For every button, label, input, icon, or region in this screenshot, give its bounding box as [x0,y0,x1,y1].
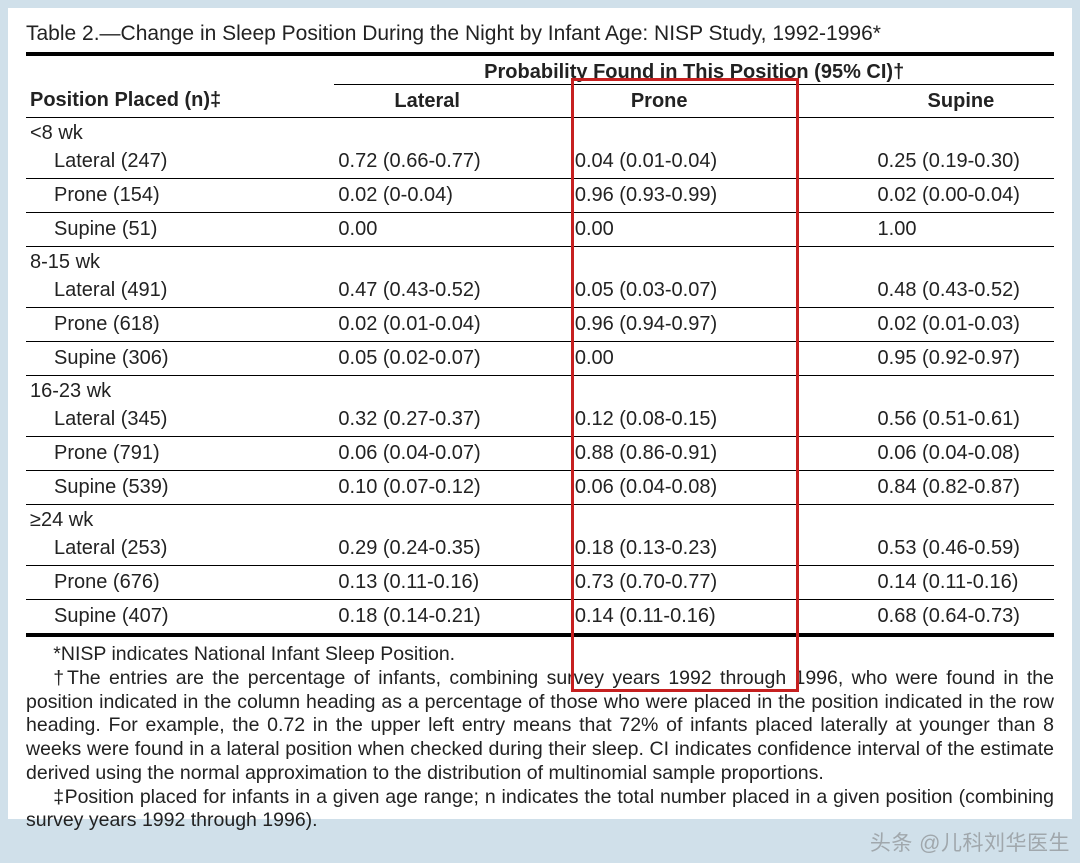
row-label: Prone (676) [26,566,334,600]
cell-lateral: 0.02 (0.01-0.04) [334,308,570,342]
group-label: ≥24 wk [26,505,1054,533]
cell-supine: 0.48 (0.43-0.52) [818,274,1054,308]
row-label: Prone (618) [26,308,334,342]
cell-lateral: 0.29 (0.24-0.35) [334,532,570,566]
col-head-prone: Prone [571,85,818,118]
cell-supine: 0.14 (0.11-0.16) [818,566,1054,600]
cell-supine: 0.84 (0.82-0.87) [818,471,1054,505]
cell-lateral: 0.10 (0.07-0.12) [334,471,570,505]
row-label: Lateral (491) [26,274,334,308]
cell-lateral: 0.02 (0-0.04) [334,179,570,213]
group-label: 16-23 wk [26,376,1054,404]
cell-lateral: 0.72 (0.66-0.77) [334,145,570,179]
footnotes: *NISP indicates National Infant Sleep Po… [26,643,1054,833]
cell-prone: 0.04 (0.01-0.04) [571,145,818,179]
row-label: Lateral (247) [26,145,334,179]
row-label: Prone (154) [26,179,334,213]
cell-lateral: 0.47 (0.43-0.52) [334,274,570,308]
header-blank [26,56,334,84]
row-label: Supine (407) [26,600,334,634]
row-label: Prone (791) [26,437,334,471]
header-span: Probability Found in This Position (95% … [334,56,1054,84]
cell-supine: 0.02 (0.01-0.03) [818,308,1054,342]
cell-prone: 0.18 (0.13-0.23) [571,532,818,566]
cell-prone: 0.00 [571,213,818,247]
cell-lateral: 0.32 (0.27-0.37) [334,403,570,437]
group-label: 8-15 wk [26,247,1054,275]
cell-prone: 0.96 (0.93-0.99) [571,179,818,213]
cell-supine: 0.02 (0.00-0.04) [818,179,1054,213]
table-title: Table 2.—Change in Sleep Position During… [26,22,1054,46]
footnote-line: *NISP indicates National Infant Sleep Po… [26,643,1054,667]
cell-prone: 0.06 (0.04-0.08) [571,471,818,505]
group-label: <8 wk [26,118,1054,146]
row-label: Lateral (253) [26,532,334,566]
cell-supine: 0.68 (0.64-0.73) [818,600,1054,634]
table-body: <8 wkLateral (247)0.72 (0.66-0.77)0.04 (… [26,118,1054,634]
cell-prone: 0.12 (0.08-0.15) [571,403,818,437]
footnote-line: †The entries are the percentage of infan… [26,667,1054,786]
cell-prone: 0.73 (0.70-0.77) [571,566,818,600]
cell-prone: 0.14 (0.11-0.16) [571,600,818,634]
watermark: 头条 @儿科刘华医生 [870,827,1070,857]
col-head-supine: Supine [818,85,1054,118]
cell-prone: 0.05 (0.03-0.07) [571,274,818,308]
cell-lateral: 0.06 (0.04-0.07) [334,437,570,471]
col-head-lateral: Lateral [334,85,570,118]
cell-supine: 0.53 (0.46-0.59) [818,532,1054,566]
cell-supine: 0.06 (0.04-0.08) [818,437,1054,471]
row-label: Supine (306) [26,342,334,376]
cell-supine: 1.00 [818,213,1054,247]
cell-prone: 0.88 (0.86-0.91) [571,437,818,471]
page: Table 2.—Change in Sleep Position During… [8,8,1072,819]
cell-lateral: 0.13 (0.11-0.16) [334,566,570,600]
row-label: Lateral (345) [26,403,334,437]
cell-lateral: 0.00 [334,213,570,247]
bottom-rule [26,633,1054,637]
row-label: Supine (539) [26,471,334,505]
cell-supine: 0.95 (0.92-0.97) [818,342,1054,376]
row-label: Supine (51) [26,213,334,247]
col-head-rowlabel: Position Placed (n)‡ [26,85,334,118]
cell-lateral: 0.18 (0.14-0.21) [334,600,570,634]
cell-prone: 0.00 [571,342,818,376]
cell-prone: 0.96 (0.94-0.97) [571,308,818,342]
cell-lateral: 0.05 (0.02-0.07) [334,342,570,376]
data-table: Probability Found in This Position (95% … [26,56,1054,633]
cell-supine: 0.56 (0.51-0.61) [818,403,1054,437]
cell-supine: 0.25 (0.19-0.30) [818,145,1054,179]
